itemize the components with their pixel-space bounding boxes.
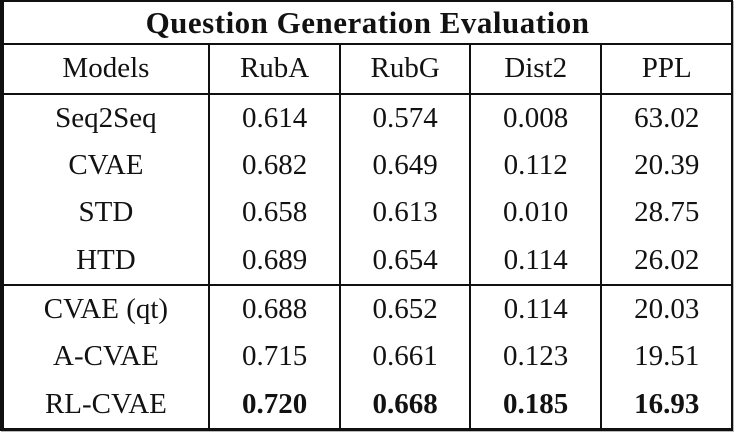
- value-cell: 0.613: [339, 189, 470, 237]
- column-header-dist2: Dist2: [468, 44, 602, 95]
- value-cell: 63.02: [600, 93, 732, 142]
- column-header-rubg: RubG: [339, 44, 470, 95]
- table-title: Question Generation Evaluation: [2, 1, 732, 46]
- value-cell: 0.652: [339, 283, 470, 334]
- table-row-cvae: CVAE 0.682 0.649 0.112 20.39: [2, 141, 732, 190]
- value-cell-best: 0.185: [468, 380, 602, 430]
- table-row-htd: HTD 0.689 0.654 0.114 26.02: [2, 236, 732, 285]
- value-cell: 0.682: [207, 141, 341, 190]
- model-name-cell: CVAE: [68, 149, 144, 182]
- value-cell: 0.688: [207, 283, 341, 334]
- table-row-a-cvae: A-CVAE 0.715 0.661 0.123 19.51: [2, 333, 732, 381]
- value-cell: 0.689: [207, 236, 341, 285]
- model-name-cell: CVAE (qt): [2, 283, 209, 334]
- value-cell: 0.654: [339, 236, 470, 285]
- table-row-seq2seq: Seq2Seq 0.614 0.574 0.008 63.02: [2, 93, 732, 142]
- value-cell: 0.715: [207, 333, 341, 381]
- column-header-ruba: RubA: [207, 44, 341, 95]
- table-row-cvae-qt: CVAE (qt) 0.688 0.652 0.114 20.03: [2, 283, 732, 334]
- value-cell: 0.114: [468, 236, 602, 285]
- value-cell: 20.39: [600, 141, 732, 190]
- value-cell-best: 0.668: [339, 380, 470, 430]
- value-cell: 0.114: [468, 283, 602, 334]
- value-cell: 0.614: [207, 93, 341, 142]
- value-cell: 19.51: [600, 333, 732, 381]
- value-cell: 0.574: [339, 93, 470, 142]
- value-cell: 0.649: [339, 141, 470, 190]
- model-name-cell: Seq2Seq: [55, 101, 157, 134]
- column-header-ppl: PPL: [600, 44, 732, 95]
- value-cell: 0.658: [207, 189, 341, 237]
- value-cell: 0.112: [468, 141, 602, 190]
- table-row-std: STD 0.658 0.613 0.010 28.75: [2, 189, 732, 237]
- table-row-rl-cvae: RL-CVAE 0.720 0.668 0.185 16.93: [2, 380, 732, 430]
- model-name-cell: RL-CVAE: [44, 387, 167, 420]
- value-cell: 0.008: [468, 93, 602, 142]
- value-cell: 0.123: [468, 333, 602, 381]
- value-cell-best: 0.720: [207, 380, 341, 430]
- value-cell: 28.75: [600, 189, 732, 237]
- table-header-row: Models RubA RubG Dist2 PPL: [2, 44, 732, 95]
- value-cell: 0.661: [339, 333, 470, 381]
- model-name-cell: HTD: [76, 243, 136, 276]
- column-header-models: Models: [2, 44, 209, 95]
- value-cell-best: 16.93: [600, 380, 732, 430]
- table-title-row: Question Generation Evaluation: [2, 1, 732, 46]
- value-cell: 20.03: [600, 283, 732, 334]
- model-name-cell: STD: [78, 196, 134, 229]
- model-name-cell: A-CVAE: [53, 340, 159, 373]
- value-cell: 26.02: [600, 236, 732, 285]
- value-cell: 0.010: [468, 189, 602, 237]
